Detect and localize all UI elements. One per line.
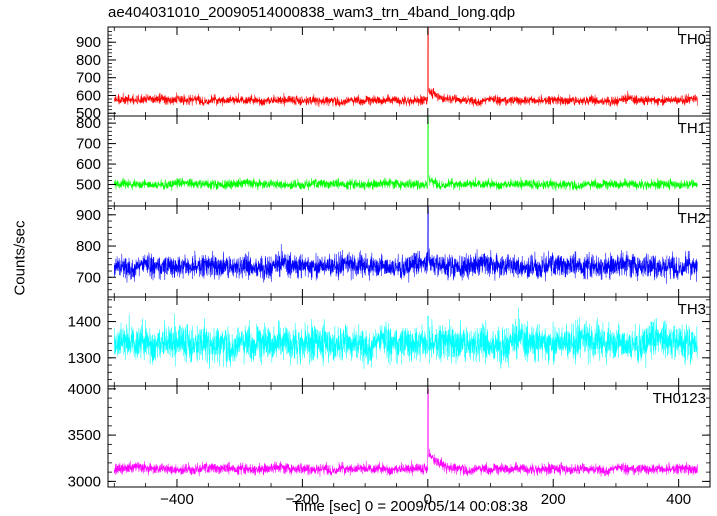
series-th0-line: [113, 27, 698, 108]
panel-th0123: 3000 3500 4000 TH0123: [68, 381, 711, 490]
y-tick-label: 600: [76, 87, 101, 104]
series-th3-line: [113, 307, 698, 369]
y-tick-label: 1400: [68, 314, 101, 331]
series-label-th3: TH3: [678, 301, 706, 318]
series-label-th0123: TH0123: [653, 390, 706, 407]
y-tick-label: 800: [76, 238, 101, 255]
y-tick-label: 3000: [68, 473, 101, 490]
y-tick-label: 700: [76, 70, 101, 87]
y-tick-label: 500: [76, 105, 101, 122]
panel-th1: 500 600 700 800 TH1: [76, 115, 711, 207]
chart-title: ae404031010_20090514000838_wam3_trn_4ban…: [108, 4, 516, 21]
series-th2-line: [113, 206, 698, 284]
series-label-th2: TH2: [678, 210, 706, 227]
panel-th2: 700 800 900 TH2: [76, 205, 711, 298]
x-axis-label: Time [sec] 0 = 2009/05/14 00:08:38: [292, 498, 528, 515]
panel-frame: [107, 385, 711, 488]
series-label-th0: TH0: [678, 31, 706, 48]
y-tick-label: 800: [76, 115, 101, 132]
y-tick-label: 900: [76, 207, 101, 224]
panel-frame: [107, 115, 711, 207]
y-tick-label: 800: [76, 52, 101, 69]
x-tick-label: 200: [541, 491, 566, 508]
x-tick-label: 0: [424, 491, 432, 508]
series-th1-line: [113, 116, 698, 192]
series-label-th1: TH1: [678, 120, 706, 137]
y-tick-label: 600: [76, 156, 101, 173]
panel-frame: [107, 205, 711, 298]
y-tick-label: 900: [76, 34, 101, 51]
y-tick-label: 4000: [68, 381, 101, 398]
y-tick-label: 500: [76, 177, 101, 194]
y-tick-label: 1300: [68, 350, 101, 367]
y-tick-label: 700: [76, 136, 101, 153]
y-tick-label: 700: [76, 269, 101, 286]
series-th0123-line: [113, 388, 698, 477]
x-tick-label: 400: [666, 491, 691, 508]
panel-th3: 1300 1400 TH3: [68, 296, 711, 387]
x-tick-label: −200: [285, 491, 319, 508]
x-tick-label: −400: [160, 491, 194, 508]
x-axis: −400 −200 0 200 400: [160, 491, 691, 508]
y-tick-label: 3500: [68, 427, 101, 444]
